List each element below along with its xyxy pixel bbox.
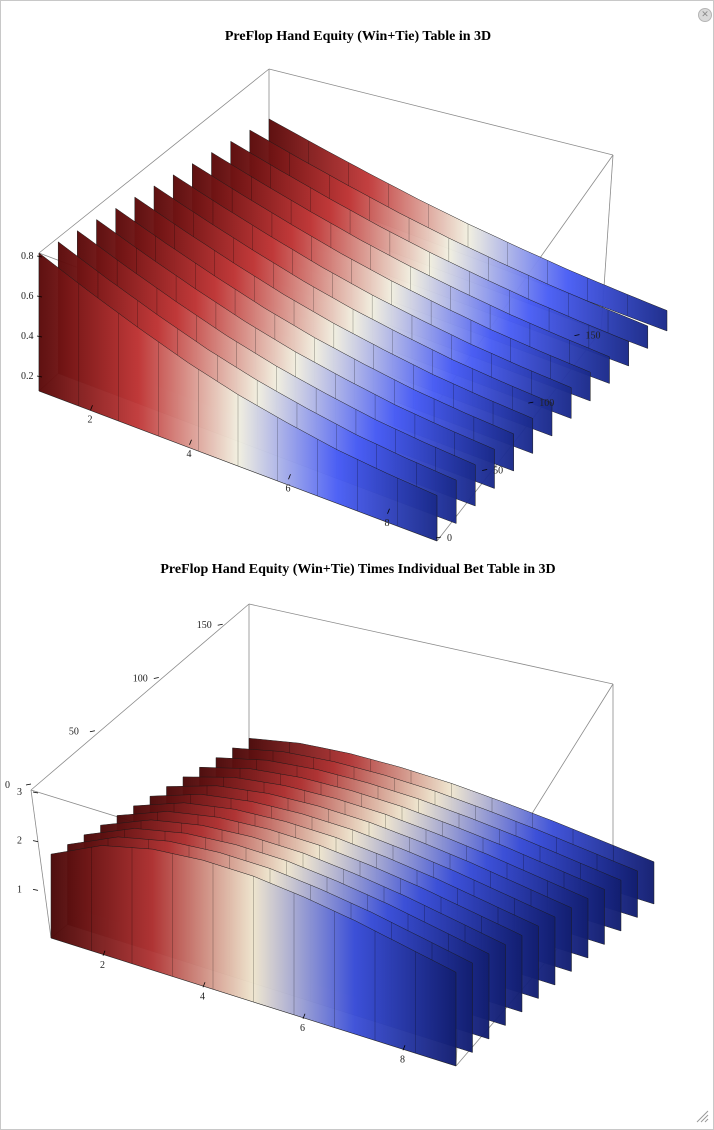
plot1-z-tick-label: 0.6 [21, 291, 34, 302]
plot1-y-tick-label: 50 [493, 466, 503, 477]
plot1-y-tick-label: 100 [539, 398, 554, 409]
plot1-x-tick-label: 4 [187, 449, 192, 460]
plot1-z-tick [36, 375, 43, 378]
plot1-box-edge [268, 68, 614, 156]
plot2-y-tick [89, 730, 95, 733]
chart-title-2: PreFlop Hand Equity (Win+Tie) Times Indi… [160, 562, 556, 577]
plot1-axes: 2 4 6 8 0 50 100 150 0.2 0.4 0.6 0.8 [21, 251, 600, 544]
plot1-y-tick-label: 150 [585, 331, 600, 342]
plot2-box-edge [30, 789, 52, 939]
chart-title-1: PreFlop Hand Equity (Win+Tie) Table in 3… [224, 29, 492, 44]
plot2-surface [50, 738, 655, 1067]
plot2-z-tick [32, 840, 39, 843]
plot2-x-tick [202, 982, 206, 988]
plot1-z-tick [36, 335, 43, 338]
plot2-y-tick-label: 150 [197, 620, 212, 631]
resize-grip-icon[interactable] [695, 1109, 709, 1123]
plot1-z-tick-label: 0.4 [21, 331, 34, 342]
plot2-y-tick [153, 677, 159, 679]
plot1-y-tick [435, 536, 442, 539]
plot2-y-tick-label: 50 [69, 727, 79, 738]
plot2-x-tick [102, 950, 106, 956]
plot1-x-tick [288, 474, 291, 480]
plot1-z-tick-label: 0.2 [21, 371, 34, 382]
plot1-x-tick-label: 8 [385, 518, 390, 529]
equity-times-bet-3d-plot[interactable]: 2 4 6 8 0 50 100 150 1 2 3 [1, 576, 714, 1096]
plot2-x-tick-label: 8 [400, 1054, 405, 1065]
plot1-z-tick-label: 0.8 [21, 251, 34, 262]
plot2-x-tick-label: 4 [200, 991, 205, 1002]
plot2-z-tick [32, 888, 39, 891]
plot1-y-tick [482, 469, 488, 471]
plot1-x-tick [90, 405, 93, 411]
plot1-box-edge [38, 68, 270, 254]
plot1-x-tick [387, 508, 390, 514]
plot2-y-tick-label: 0 [5, 780, 10, 791]
plot1-z-tick [36, 255, 43, 258]
plot1-x-tick-label: 2 [88, 414, 93, 425]
plot2-z-tick-label: 3 [17, 787, 22, 798]
plot1-y-tick [528, 401, 534, 404]
plot2-y-tick [217, 623, 223, 626]
plot1-y-tick [574, 334, 580, 337]
plot1-y-tick-label: 0 [447, 533, 452, 544]
plot2-axes: 2 4 6 8 0 50 100 150 1 2 3 [5, 620, 406, 1065]
plot2-x-tick-label: 6 [300, 1023, 305, 1034]
plot2-y-tick [25, 783, 32, 786]
plot1-x-tick [189, 439, 192, 445]
plot2-y-tick-label: 100 [133, 673, 148, 684]
plot2-x-tick [402, 1045, 406, 1051]
plot2-z-tick-label: 2 [17, 836, 22, 847]
plot1-z-tick [36, 295, 43, 298]
plot2-z-tick [32, 791, 39, 794]
equity-3d-plot[interactable]: 2 4 6 8 0 50 100 150 0.2 0.4 0.6 0.8 [1, 41, 714, 561]
plot2-z-tick-label: 1 [17, 884, 22, 895]
plot2-box-edge [248, 603, 614, 685]
plot2-x-tick [302, 1013, 306, 1019]
plot1-surface [38, 118, 668, 542]
close-icon[interactable]: ✕ [698, 8, 712, 22]
plot2-x-tick-label: 2 [100, 960, 105, 971]
plot1-x-tick-label: 6 [286, 483, 291, 494]
plot2-box-edge [30, 603, 250, 791]
